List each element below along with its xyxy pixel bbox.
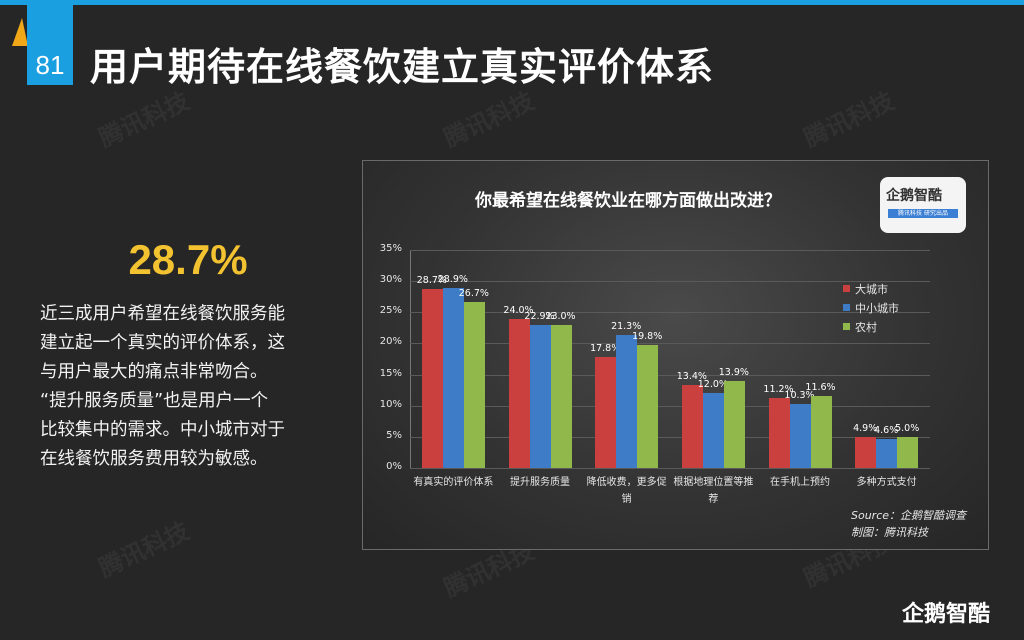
legend-label: 中小城市 — [855, 301, 899, 315]
gridline — [410, 343, 930, 345]
gridline — [410, 468, 930, 469]
legend-item: 农村 — [843, 317, 899, 336]
source-text: Source：企鹅智酷调查 — [851, 509, 967, 522]
penguin-logo-icon: 企鹅智酷 — [886, 188, 942, 204]
data-label: 21.3% — [611, 321, 642, 333]
y-tick-label: 20% — [379, 336, 402, 348]
chart-title: 你最希望在线餐饮业在哪方面做出改进？ — [475, 191, 781, 211]
y-tick-label: 30% — [379, 274, 402, 286]
summary-text: 近三成用户希望在线餐饮服务能 建立起一个真实的评价体系，这 与用户最大的痛点非常… — [40, 300, 330, 474]
data-label: 10.3% — [784, 389, 815, 401]
chart-legend: 大城市 中小城市 农村 — [843, 279, 899, 336]
data-label: 28.9% — [437, 273, 468, 285]
gridline — [410, 281, 930, 283]
summary-line: “提升服务质量”也是用户一个 — [40, 391, 269, 411]
data-label: 12.0% — [697, 379, 728, 391]
bar-chart: 你最希望在线餐饮业在哪方面做出改进？ 企鹅智酷 腾讯科技 研究出品 0% 5% 10… — [362, 160, 989, 550]
bar — [855, 437, 877, 468]
legend-label: 农村 — [855, 320, 877, 334]
brand-logo: 企鹅智酷 — [902, 602, 991, 627]
data-label: 4.6% — [874, 425, 899, 437]
data-label: 5.0% — [895, 422, 920, 434]
summary-line: 与用户最大的痛点非常吻合。 — [40, 362, 268, 382]
y-tick-label: 10% — [379, 398, 402, 410]
watermark: 腾讯科技 — [799, 86, 899, 153]
chart-source: Source：企鹅智酷调查 制图：腾讯科技 — [851, 507, 966, 541]
y-tick-label: 15% — [379, 367, 402, 379]
page-title: 用户期待在线餐饮建立真实评价体系 — [90, 45, 715, 89]
bar — [529, 325, 551, 468]
bar — [702, 393, 724, 468]
bar — [637, 344, 659, 468]
summary-line: 近三成用户希望在线餐饮服务能 — [40, 304, 285, 324]
bar — [508, 318, 530, 468]
data-label: 13.4% — [676, 370, 707, 382]
page-number: 81 — [27, 5, 73, 85]
data-label: 22.9% — [524, 311, 555, 323]
data-label: 19.8% — [632, 330, 663, 342]
gridline — [410, 250, 930, 251]
watermark: 腾讯科技 — [94, 516, 194, 583]
bar — [595, 357, 617, 468]
bar — [616, 335, 638, 468]
data-label: 13.9% — [718, 367, 749, 379]
data-label: 11.6% — [805, 381, 836, 393]
x-tick-label: 根据地理位置等推荐 — [673, 477, 754, 505]
y-tick-label: 5% — [386, 429, 402, 441]
x-tick-label: 降低收费，更多促销 — [586, 477, 667, 505]
x-tick-label: 多种方式支付 — [856, 477, 917, 488]
y-tick-label: 35% — [379, 243, 402, 254]
data-label: 11.2% — [763, 384, 794, 396]
bar — [550, 324, 572, 468]
data-label: 4.9% — [853, 423, 878, 435]
legend-item: 中小城市 — [843, 298, 899, 317]
gridline — [410, 312, 930, 314]
credit-text: 制图：腾讯科技 — [851, 526, 928, 539]
legend-swatch-icon — [843, 304, 850, 311]
gridline — [410, 374, 930, 376]
y-tick-label: 25% — [379, 305, 402, 317]
y-axis — [410, 250, 411, 468]
summary-line: 在线餐饮服务费用较为敏感。 — [40, 449, 268, 469]
bar — [723, 381, 745, 468]
bar — [810, 395, 832, 468]
bar — [897, 436, 919, 468]
legend-item: 大城市 — [843, 279, 899, 298]
logo-tagline: 腾讯科技 研究出品 — [888, 209, 958, 218]
bar — [442, 288, 464, 468]
key-statistic: 28.7% — [128, 236, 248, 283]
bar — [463, 301, 485, 468]
y-tick-label: 0% — [386, 461, 402, 472]
data-label: 17.8% — [590, 343, 621, 355]
watermark: 腾讯科技 — [94, 86, 194, 153]
bar — [421, 289, 443, 468]
gridline — [410, 405, 930, 407]
watermark: 腾讯科技 — [439, 86, 539, 153]
data-label: 23.0% — [545, 310, 576, 322]
data-label: 24.0% — [503, 304, 534, 316]
x-tick-label: 在手机上预约 — [770, 477, 830, 488]
legend-swatch-icon — [843, 285, 850, 292]
bar — [789, 403, 811, 468]
summary-line: 比较集中的需求。中小城市对于 — [40, 420, 285, 440]
chart-logo: 企鹅智酷 腾讯科技 研究出品 — [880, 177, 966, 233]
bar — [768, 398, 790, 468]
x-tick-label: 有真实的评价体系 — [413, 477, 494, 488]
gridline — [410, 436, 930, 438]
x-tick-label: 提升服务质量 — [510, 477, 570, 488]
data-label: 26.7% — [458, 287, 489, 299]
bar — [876, 439, 898, 468]
summary-line: 建立起一个真实的评价体系，这 — [40, 333, 285, 353]
top-accent-bar — [0, 0, 1024, 5]
corner-decoration — [12, 18, 28, 46]
bar — [681, 384, 703, 468]
legend-label: 大城市 — [855, 282, 888, 296]
plot-area: 0% 5% 10% 15% 20% 25% 30% 35% 28.7% 28.9% 26.7% 有真实… — [380, 243, 930, 505]
data-label: 28.7% — [416, 275, 447, 287]
legend-swatch-icon — [843, 323, 850, 330]
